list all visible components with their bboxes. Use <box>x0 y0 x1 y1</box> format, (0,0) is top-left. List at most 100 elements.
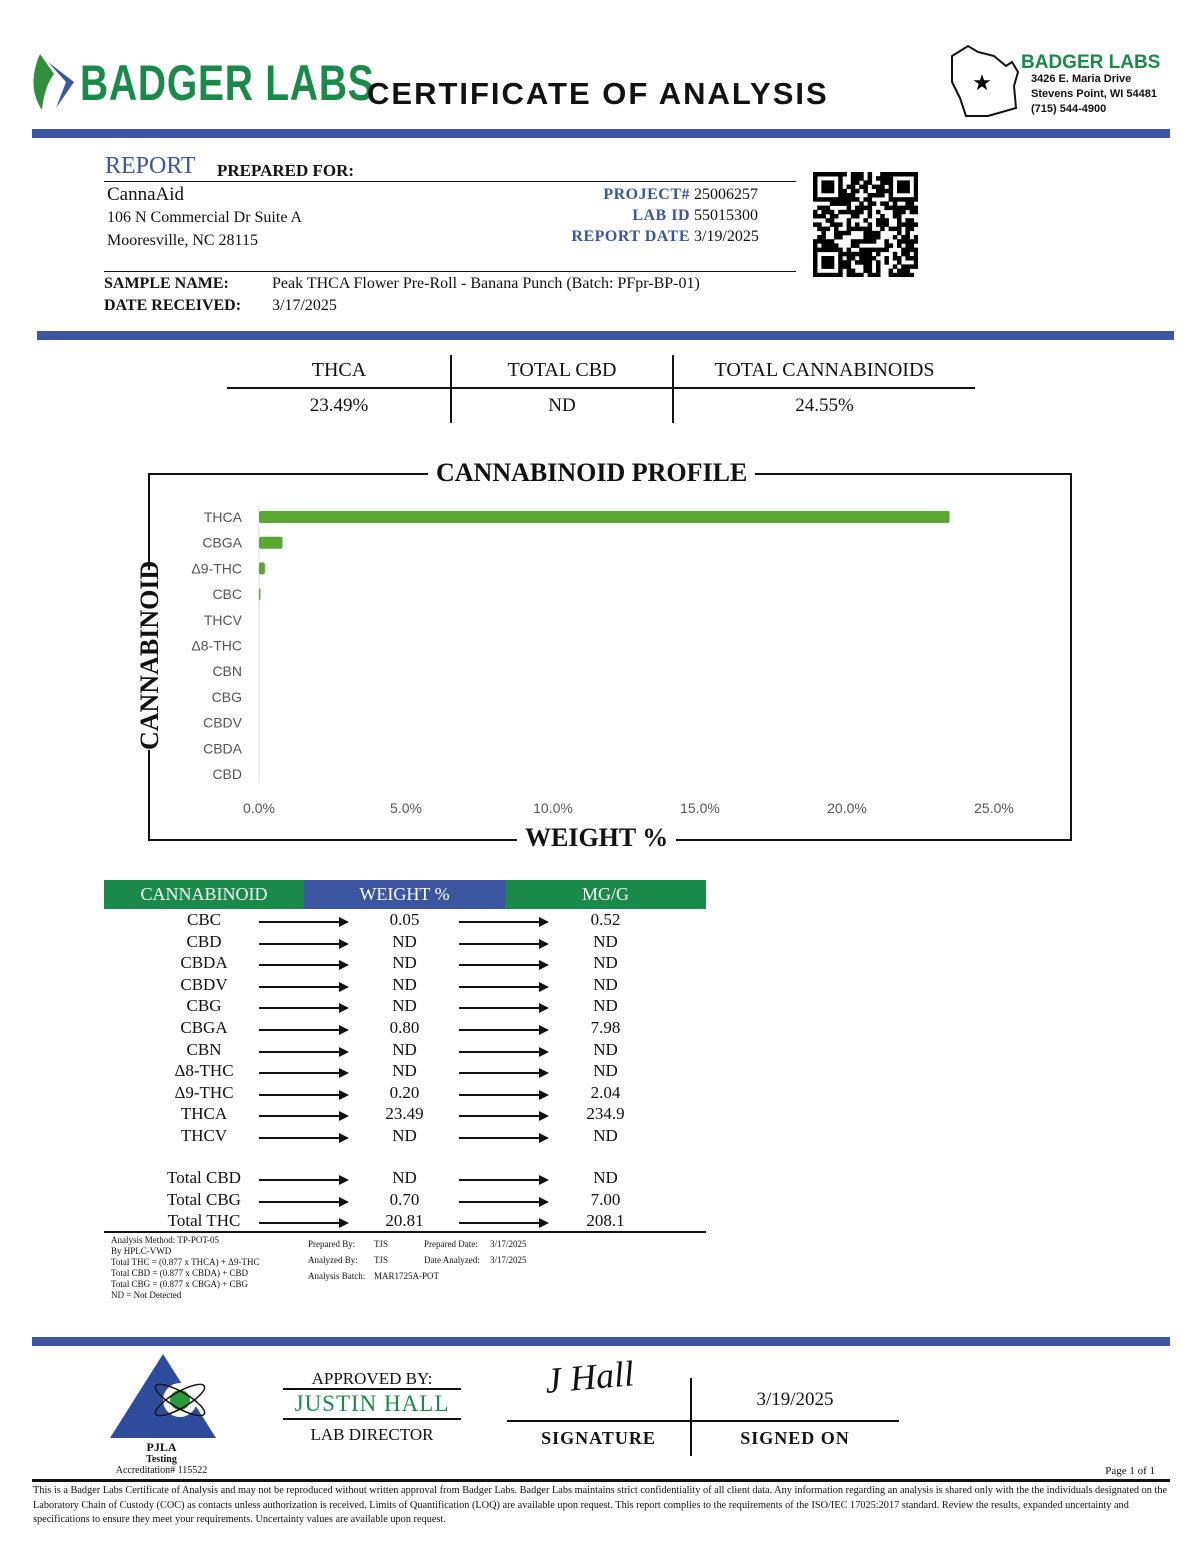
y-tick-label: Δ8-THC <box>191 638 242 654</box>
logo-text: BADGER LABS <box>80 55 375 111</box>
cannabinoid-name: Total CBG <box>167 1189 241 1209</box>
report-date-label: REPORT DATE <box>571 228 690 245</box>
sample-name: Peak THCA Flower Pre-Roll - Banana Punch… <box>272 275 700 292</box>
weight-percent: 0.70 <box>389 1189 420 1209</box>
arrow-icon <box>459 1218 549 1229</box>
cannabinoid-name: CBC <box>186 910 222 929</box>
chart-xlabel: WEIGHT % <box>517 823 677 853</box>
x-tick-label: 5.0% <box>390 800 422 816</box>
bar-CBC <box>259 588 261 601</box>
table-row: THCA 23.49 234.9 <box>104 1104 706 1125</box>
weight-percent: ND <box>392 1168 417 1187</box>
arrow-icon <box>259 1175 349 1185</box>
x-tick-label: 0.0% <box>243 800 275 816</box>
signed-date: 3/19/2025 <box>756 1389 834 1410</box>
arrow-icon <box>259 1133 349 1143</box>
batch-label: Analysis Batch: <box>308 1271 366 1281</box>
sample-name-label: SAMPLE NAME: <box>104 275 229 292</box>
mg-per-g: 2.04 <box>590 1082 621 1102</box>
y-tick-label: CBDV <box>203 715 243 731</box>
arrow-icon <box>459 1175 549 1185</box>
accreditation: Accreditation# 115522 <box>115 1465 208 1476</box>
mg-per-g: 7.98 <box>590 1018 621 1037</box>
y-tick-label: Δ9-THC <box>191 560 242 576</box>
address-line: Stevens Point, WI 54481 <box>1031 88 1157 100</box>
address-line: 3426 E. Maria Drive <box>1031 73 1132 85</box>
weight-percent: ND <box>392 1126 417 1145</box>
note: Total CBD = (0.877 x CBDA) + CBD <box>111 1268 249 1278</box>
y-tick-label: CBC <box>212 586 242 602</box>
cannabinoid-name: CBDV <box>180 974 228 994</box>
disclaimer: This is a Badger Labs Certificate of Ana… <box>33 1485 1168 1525</box>
wisconsin-map-icon: ★ <box>951 44 1020 117</box>
note: Total CBG = (0.877 x CBGA) + CBG <box>111 1279 249 1289</box>
analyzed-date-label: Date Analyzed: <box>424 1255 480 1265</box>
prepared-by-label: Prepared By: <box>308 1239 356 1249</box>
rule <box>283 1388 461 1390</box>
arrow-icon <box>259 981 349 992</box>
y-tick-label: CBG <box>212 689 242 705</box>
summary-total-value: 24.55% <box>795 395 854 416</box>
arrow-icon <box>259 917 349 927</box>
arrow-icon <box>259 1196 349 1207</box>
arrow-icon <box>259 1089 349 1100</box>
arrow-icon <box>459 1068 549 1079</box>
client-city: Mooresville, NC 28115 <box>107 232 258 249</box>
arrow-icon <box>459 1025 549 1035</box>
arrow-icon <box>459 1089 549 1100</box>
cannabinoid-name: THCV <box>180 1126 228 1145</box>
y-tick-label: THCA <box>204 509 243 525</box>
signed-on-label: SIGNED ON <box>740 1428 850 1448</box>
table-row: CBN ND ND <box>104 1040 706 1061</box>
rule <box>32 1479 1170 1482</box>
table-row: CBGA 0.80 7.98 <box>104 1018 706 1039</box>
signature: J Hall <box>543 1353 636 1401</box>
arrow-icon <box>459 1003 549 1014</box>
pjla-logo-icon <box>110 1354 216 1438</box>
rule <box>104 181 796 182</box>
cannabinoid-name: Δ9-THC <box>174 1082 234 1102</box>
summary-total-label: TOTAL CANNABINOIDS <box>714 359 935 381</box>
project-number: 25006257 <box>694 186 758 203</box>
divider <box>32 1337 1170 1346</box>
x-tick-label: 25.0% <box>974 800 1014 816</box>
col-header-mgg: MG/G <box>505 880 706 909</box>
weight-percent: 20.81 <box>385 1211 424 1231</box>
prepared-for-label: PREPARED FOR: <box>217 161 355 180</box>
table-row: CBD ND ND <box>104 932 706 953</box>
arrow-icon <box>259 938 349 949</box>
table-row: Δ8-THC ND ND <box>104 1061 706 1082</box>
prepared-date-label: Prepared Date: <box>424 1239 478 1249</box>
table-row: Total CBG 0.70 7.00 <box>104 1190 706 1211</box>
client-address: 106 N Commercial Dr Suite A <box>107 209 303 226</box>
mg-per-g: ND <box>593 1061 618 1081</box>
method-notes: Analysis Method: TP-POT-05 By HPLC-VWD Tot… <box>111 1235 259 1301</box>
cannabinoid-name: Total THC <box>167 1211 241 1231</box>
table-row: THCV ND ND <box>104 1126 706 1147</box>
col-header-cannabinoid: CANNABINOID <box>104 880 304 909</box>
arrow-icon <box>259 1068 349 1079</box>
report-label: REPORT <box>105 153 196 179</box>
arrow-icon <box>459 1111 549 1122</box>
y-tick-label: CBGA <box>202 535 242 551</box>
weight-percent: ND <box>392 1039 417 1059</box>
lab-id: 55015300 <box>694 207 758 224</box>
mg-per-g: ND <box>593 953 618 973</box>
prep-labels: Prepared By: TJS Prepared Date: 3/17/2025 A… <box>308 1236 527 1284</box>
table-row: Total CBD ND ND <box>104 1168 706 1189</box>
summary-cbd-label: TOTAL CBD <box>507 359 617 381</box>
rule <box>227 387 975 389</box>
y-tick-label: CBN <box>212 663 242 679</box>
x-tick-label: 15.0% <box>680 800 720 816</box>
date-received-label: DATE RECEIVED: <box>104 297 242 314</box>
approver-name: JUSTIN HALL <box>294 1391 450 1416</box>
weight-percent: ND <box>392 996 417 1016</box>
note: ND = Not Detected <box>111 1290 182 1300</box>
arrow-icon <box>259 1111 349 1122</box>
weight-percent: ND <box>392 953 417 973</box>
col-header-weight: WEIGHT % <box>304 880 505 909</box>
cannabinoid-name: CBG <box>186 996 222 1016</box>
prepared-date: 3/17/2025 <box>490 1239 527 1249</box>
arrow-icon <box>259 1218 349 1229</box>
cannabinoid-name: Δ8-THC <box>174 1061 234 1081</box>
